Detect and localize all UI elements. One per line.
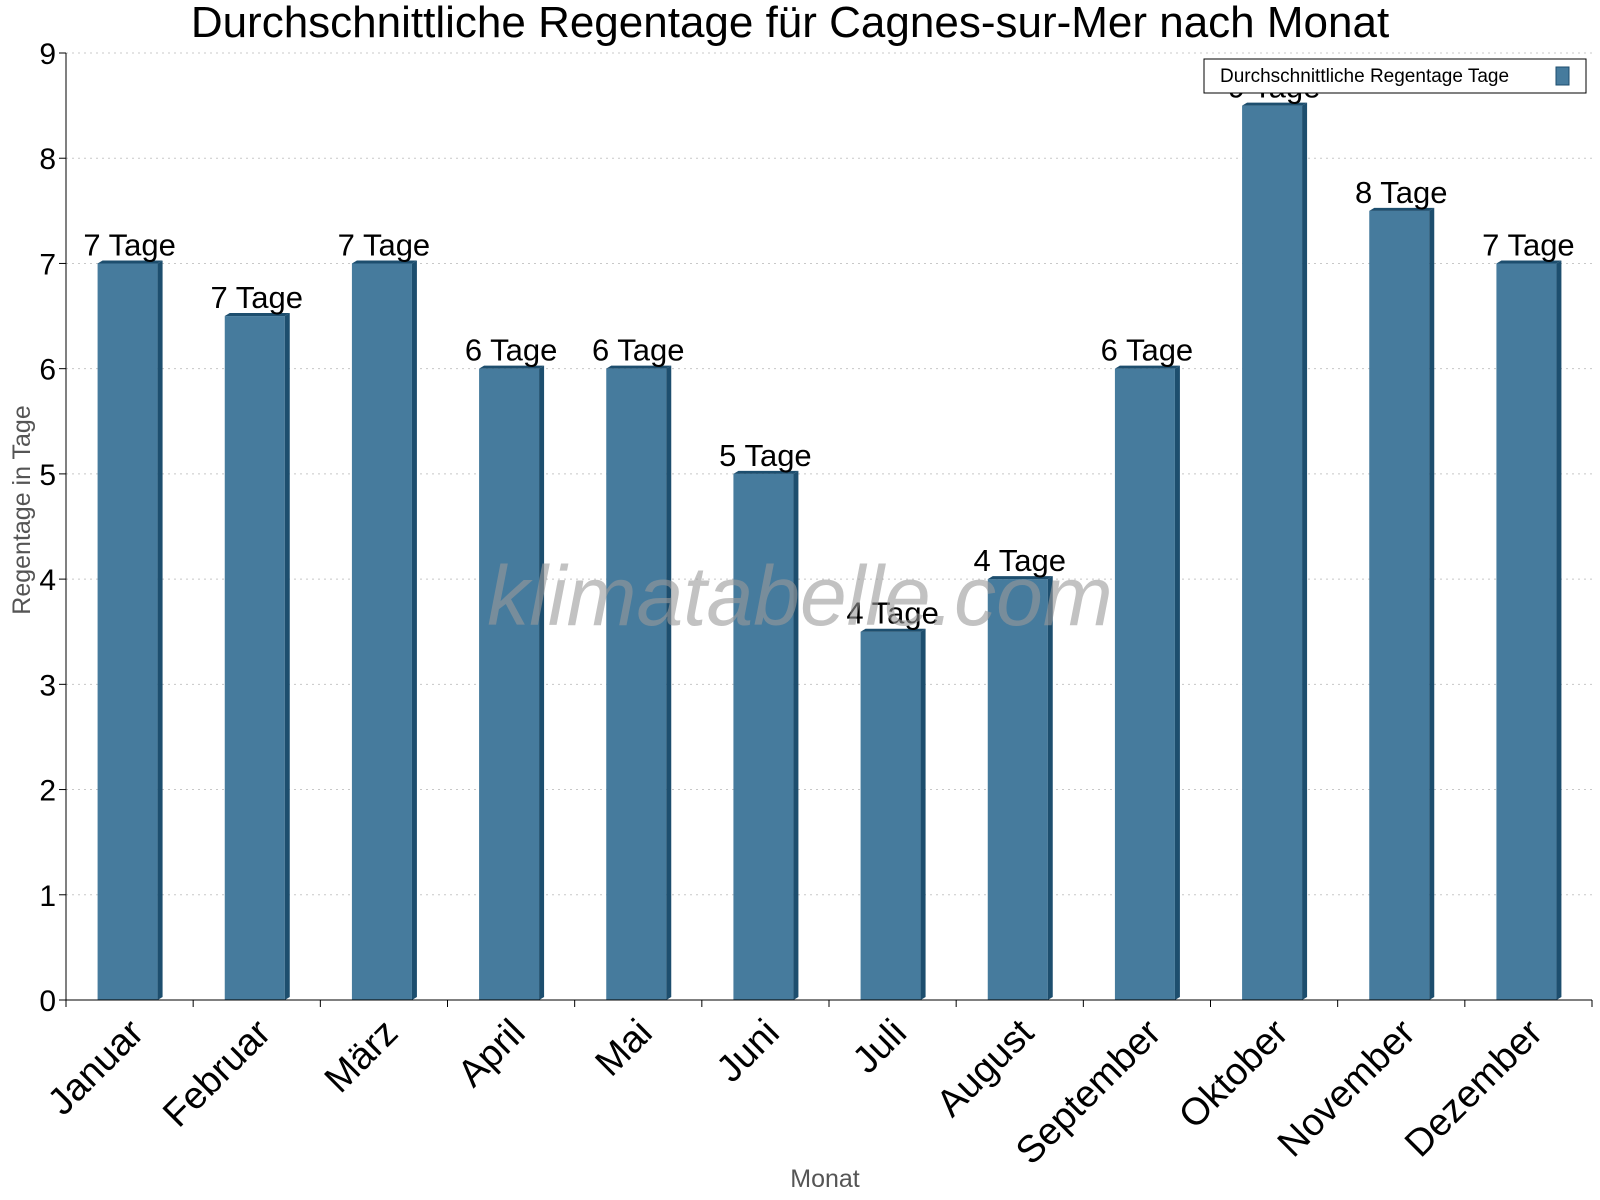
y-tick-label: 4 <box>39 564 56 597</box>
bar <box>733 473 794 1000</box>
data-label: 4 Tage <box>973 543 1066 578</box>
bar <box>224 316 285 1000</box>
bar <box>606 368 667 1001</box>
bar-side <box>1556 260 1562 1000</box>
data-label: 6 Tage <box>465 333 558 368</box>
bar-top <box>224 313 290 317</box>
x-tick-label: Mai <box>588 1012 661 1085</box>
y-tick-label: 9 <box>39 38 56 71</box>
x-tick-label: Januar <box>40 1011 152 1123</box>
grid-lines <box>66 52 1592 896</box>
bar <box>97 263 158 1000</box>
legend: Durchschnittliche Regentage Tage <box>1203 58 1587 94</box>
bar-top <box>1114 365 1180 369</box>
bar <box>1114 368 1175 1001</box>
x-tick-label: Dezember <box>1397 1011 1551 1165</box>
bar-top <box>479 365 545 369</box>
y-tick-label: 6 <box>39 354 56 387</box>
bar-side <box>539 365 545 1001</box>
y-tick-label: 3 <box>39 669 56 702</box>
data-labels: 7 Tage 7 Tage 7 Tage 6 Tage 6 Tage 5 Tage 4 Ta… <box>83 70 1574 631</box>
x-axis-label: Monat <box>790 1165 860 1193</box>
bar <box>1369 210 1430 1001</box>
bar-side <box>1429 207 1435 1001</box>
x-tick-labels: Januar Februar März April Mai Juni Juli AugustS… <box>40 1011 1551 1172</box>
data-label: 8 Tage <box>1355 175 1448 210</box>
x-tick-label: Oktober <box>1171 1011 1297 1137</box>
bar <box>351 263 412 1000</box>
data-label: 6 Tage <box>592 333 685 368</box>
data-label: 6 Tage <box>1101 333 1194 368</box>
bar-side <box>793 470 799 1000</box>
bar <box>479 368 540 1001</box>
y-tick-labels: 0 1 2 3 4 5 6 7 8 9 <box>39 38 56 1018</box>
bar-top <box>1242 102 1308 106</box>
data-label: 4 Tage <box>846 596 939 631</box>
data-label: 7 Tage <box>210 280 303 315</box>
y-tick-label: 7 <box>39 248 56 281</box>
x-tick-label: Juni <box>709 1012 788 1091</box>
bars <box>97 102 1562 1001</box>
chart-title: Durchschnittliche Regentage für Cagnes-s… <box>191 0 1389 47</box>
axes <box>59 52 1593 1007</box>
data-label: 7 Tage <box>83 227 176 262</box>
bar-side <box>284 313 290 1000</box>
bar <box>860 631 921 1000</box>
bar-top <box>351 260 417 264</box>
bar-top <box>606 365 672 369</box>
bar-side <box>1047 576 1053 1000</box>
data-label: 7 Tage <box>1482 227 1575 262</box>
y-axis-label: Regentage in Tage <box>8 405 36 614</box>
x-tick-label: August <box>929 1011 1043 1125</box>
x-tick-label: März <box>317 1012 406 1101</box>
data-label: 7 Tage <box>338 227 431 262</box>
x-tick-label: Februar <box>155 1011 279 1135</box>
y-tick-label: 8 <box>39 143 56 176</box>
x-tick-label: Juli <box>845 1012 915 1082</box>
bar-top <box>1369 207 1435 211</box>
bar-side <box>666 365 672 1001</box>
bar-side <box>920 628 926 1000</box>
bar <box>987 579 1048 1000</box>
bar-top <box>987 576 1053 580</box>
x-tick-label: April <box>450 1012 533 1095</box>
bar-side <box>1302 102 1308 1001</box>
bar-top <box>1496 260 1562 264</box>
y-tick-label: 2 <box>39 775 56 808</box>
legend-box <box>1203 58 1587 94</box>
x-tick-label: November <box>1270 1011 1424 1165</box>
bar-top <box>97 260 163 264</box>
data-label: 5 Tage <box>719 438 812 473</box>
bar-side <box>1174 365 1180 1001</box>
bar <box>1496 263 1557 1000</box>
y-tick-label: 5 <box>39 459 56 492</box>
bar-side <box>411 260 417 1000</box>
bar <box>1242 105 1303 1001</box>
bar-top <box>733 470 799 474</box>
legend-entry-label: Durchschnittliche Regentage Tage <box>1220 66 1509 87</box>
legend-swatch <box>1555 66 1570 86</box>
y-tick-label: 0 <box>39 985 56 1018</box>
y-tick-label: 1 <box>39 880 56 913</box>
bar-top <box>860 628 926 632</box>
bar-side <box>157 260 163 1000</box>
watermark: klimatabelle.com <box>487 549 1113 643</box>
